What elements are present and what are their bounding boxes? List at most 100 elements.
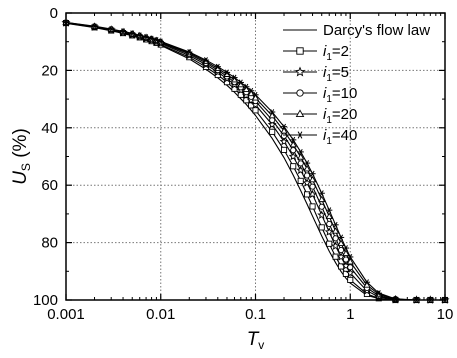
data-point-asterisk xyxy=(297,148,304,155)
legend-label-sub: 1 xyxy=(326,115,332,126)
series-layer xyxy=(61,18,450,304)
data-point-asterisk-arm xyxy=(215,63,220,70)
data-point-square xyxy=(290,163,297,170)
data-point-triangle xyxy=(295,109,305,118)
data-point-asterisk-arm xyxy=(305,160,310,167)
y-tick-label: 0 xyxy=(50,5,58,22)
data-point-asterisk-arm xyxy=(327,207,332,214)
y-tick-label: 60 xyxy=(41,177,58,194)
data-point-asterisk xyxy=(375,290,382,297)
data-point-asterisk xyxy=(108,26,115,33)
data-point-asterisk xyxy=(332,221,339,228)
data-point-asterisk-arm xyxy=(270,109,275,115)
data-point-asterisk xyxy=(309,170,316,177)
data-point-asterisk-arm xyxy=(298,148,303,155)
legend-label-sub: 1 xyxy=(326,52,332,63)
data-point-asterisk xyxy=(296,131,304,139)
x-axis-title: Tv xyxy=(247,329,265,352)
y-axis-title: US (%) xyxy=(10,128,33,185)
data-point-asterisk-arm xyxy=(319,190,324,197)
data-point-asterisk xyxy=(157,38,164,45)
legend-label-main: i xyxy=(323,43,327,60)
data-point-asterisk xyxy=(248,87,255,94)
legend-item-2: i1=5 xyxy=(283,64,349,84)
data-point-triangle xyxy=(280,127,288,134)
data-point-asterisk-arm xyxy=(154,37,159,43)
data-point-asterisk xyxy=(318,190,325,197)
data-point-asterisk-arm xyxy=(137,32,142,39)
data-point-asterisk xyxy=(136,32,143,39)
data-point-asterisk-arm xyxy=(244,83,249,90)
data-point-asterisk-arm xyxy=(238,79,243,86)
legend-label-main: i xyxy=(323,64,327,81)
data-point-asterisk-arm xyxy=(149,35,154,42)
legend-label-main: Darcy's flow law xyxy=(323,22,430,39)
data-point-square xyxy=(304,191,311,198)
legend-label-tail: =20 xyxy=(332,106,357,123)
y-tick-label: 100 xyxy=(33,292,58,309)
legend-label-tail: =2 xyxy=(332,43,349,60)
data-point-asterisk xyxy=(243,83,250,90)
data-point-asterisk xyxy=(129,30,136,37)
legend-label-main: i xyxy=(323,106,327,123)
data-point-asterisk xyxy=(269,109,276,115)
data-point-circle xyxy=(304,172,311,179)
data-point-square xyxy=(252,107,259,114)
data-point-asterisk xyxy=(303,160,311,167)
data-point-circle xyxy=(297,160,304,167)
legend-item-0: Darcy's flow law xyxy=(283,22,430,39)
legend-item-1: i1=2 xyxy=(283,43,349,63)
data-point-asterisk xyxy=(231,74,238,81)
y-axis-title-unit: (%) xyxy=(10,128,31,158)
legend-label-tail: =5 xyxy=(332,64,349,81)
data-point-asterisk xyxy=(342,245,350,252)
data-point-asterisk xyxy=(237,79,244,86)
data-point-asterisk-arm xyxy=(144,34,149,41)
legend-label: i1=2 xyxy=(323,43,349,63)
data-point-asterisk-arm xyxy=(224,69,229,76)
data-point-circle xyxy=(290,147,297,154)
ticks xyxy=(65,12,446,301)
data-point-square xyxy=(326,240,333,247)
data-point-asterisk-arm xyxy=(109,26,114,33)
data-point-asterisk-arm xyxy=(121,28,126,35)
x-axis-title-main: T xyxy=(247,329,260,350)
data-point-triangle xyxy=(268,111,276,119)
data-point-asterisk xyxy=(363,279,371,286)
legend-label-main: i xyxy=(323,127,327,144)
data-point-square xyxy=(347,276,354,283)
data-point-asterisk-arm xyxy=(282,123,287,130)
legend-item-3: i1=10 xyxy=(283,85,357,105)
data-point-star xyxy=(294,66,306,77)
data-point-triangle xyxy=(289,140,297,148)
data-point-asterisk-arm xyxy=(376,290,381,297)
data-point-asterisk xyxy=(202,57,210,64)
data-point-asterisk-arm xyxy=(232,74,237,81)
data-point-triangle xyxy=(346,257,354,265)
data-point-square xyxy=(332,253,339,260)
data-point-asterisk-arm xyxy=(291,136,296,143)
data-point-asterisk xyxy=(252,91,259,98)
x-tick-label: 0.01 xyxy=(146,306,175,323)
y-axis-title-main: U xyxy=(10,171,31,185)
data-point-asterisk-arm xyxy=(339,234,344,241)
data-point-asterisk-arm xyxy=(253,91,258,98)
y-tick-label: 40 xyxy=(41,120,58,137)
legend-label-sub: 1 xyxy=(326,136,332,147)
data-point-asterisk-arm xyxy=(343,245,348,252)
data-point-asterisk xyxy=(223,69,231,76)
data-point-asterisk-arm xyxy=(333,221,338,228)
y-tick-label: 80 xyxy=(41,235,58,252)
legend-label: i1=20 xyxy=(323,106,357,126)
data-point-square xyxy=(297,177,304,184)
data-point-asterisk-arm xyxy=(203,57,208,64)
series-5 xyxy=(62,19,449,303)
y-tick-label: 20 xyxy=(41,62,58,79)
legend-label-sub: 1 xyxy=(326,94,332,105)
legend-label: Darcy's flow law xyxy=(323,22,430,39)
data-point-asterisk xyxy=(326,207,333,214)
